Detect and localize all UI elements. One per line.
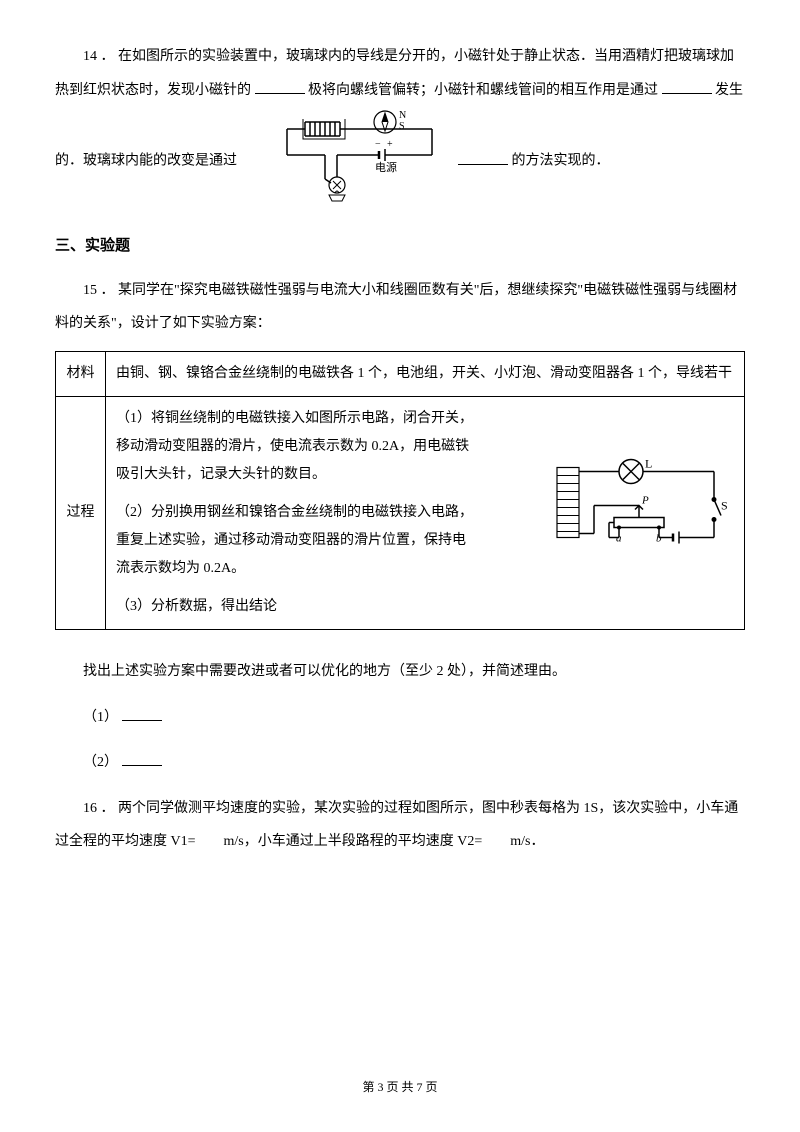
svg-text:+: + — [387, 139, 393, 150]
svg-text:N: N — [399, 110, 406, 121]
section-3-title: 三、实验题 — [55, 228, 745, 264]
q16-number: 16 ． — [83, 801, 115, 816]
blank-field — [458, 147, 508, 165]
svg-text:S: S — [721, 498, 728, 512]
q14-text-2: 极将向螺线管偏转；小磁针和螺线管间的相互作用是通过 — [308, 83, 658, 98]
question-15-intro: 15 ． 某同学在"探究电磁铁磁性强弱与电流大小和线圈匝数有关"后，想继续探究"… — [55, 274, 745, 341]
blank-field — [122, 703, 162, 721]
svg-text:P: P — [641, 494, 649, 506]
question-16: 16 ． 两个同学做测平均速度的实验，某次实验的过程如图所示，图中秒表每格为 1… — [55, 792, 745, 859]
process-content: （1）将铜丝绕制的电磁铁接入如图所示电路，闭合开关，移动滑动变阻器的滑片，使电流… — [106, 396, 745, 629]
q15-answer-2: （2） — [83, 746, 745, 780]
svg-text:S: S — [399, 121, 405, 132]
q15-number: 15 ． — [83, 283, 115, 298]
step-1: （1）将铜丝绕制的电磁铁接入如图所示电路，闭合开关，移动滑动变阻器的滑片，使电流… — [116, 405, 474, 489]
table-row: 过程 （1）将铜丝绕制的电磁铁接入如图所示电路，闭合开关，移动滑动变阻器的滑片，… — [56, 396, 745, 629]
step-2: （2）分别换用钢丝和镍铬合金丝绕制的电磁铁接入电路，重复上述实验，通过移动滑动变… — [116, 499, 474, 583]
page-footer: 第 3 页 共 7 页 — [0, 1073, 800, 1102]
blank-field — [122, 748, 162, 766]
experiment-table: 材料 由铜、钢、镍铬合金丝绕制的电磁铁各 1 个，电池组，开关、小灯泡、滑动变阻… — [55, 351, 745, 630]
q15-question: 找出上述实验方案中需要改进或者可以优化的地方（至少 2 处），并简述理由。 — [55, 655, 745, 689]
blank-field — [255, 76, 305, 94]
q14-number: 14 ． — [83, 49, 115, 64]
svg-text:L: L — [645, 456, 652, 470]
circuit-diagram-1: N S − + 电源 — [249, 107, 447, 216]
q14-text-4: 的方法实现的． — [512, 154, 610, 169]
question-14: 14 ． 在如图所示的实验装置中，玻璃球内的导线是分开的，小磁针处于静止状态．当… — [55, 40, 745, 216]
circuit-diagram-2: L S — [549, 447, 729, 578]
blank-field — [662, 76, 712, 94]
process-label: 过程 — [56, 396, 106, 629]
svg-text:b: b — [656, 532, 662, 544]
svg-text:−: − — [375, 139, 381, 150]
q15-answer-1: （1） — [83, 701, 745, 735]
q16-text: 两个同学做测平均速度的实验，某次实验的过程如图所示，图中秒表每格为 1S，该次实… — [55, 801, 738, 850]
step-3: （3）分析数据，得出结论 — [116, 593, 474, 621]
materials-label: 材料 — [56, 351, 106, 396]
table-row: 材料 由铜、钢、镍铬合金丝绕制的电磁铁各 1 个，电池组，开关、小灯泡、滑动变阻… — [56, 351, 745, 396]
q15-intro-text: 某同学在"探究电磁铁磁性强弱与电流大小和线圈匝数有关"后，想继续探究"电磁铁磁性… — [55, 283, 737, 332]
svg-text:电源: 电源 — [375, 160, 397, 174]
materials-content: 由铜、钢、镍铬合金丝绕制的电磁铁各 1 个，电池组，开关、小灯泡、滑动变阻器各 … — [106, 351, 745, 396]
